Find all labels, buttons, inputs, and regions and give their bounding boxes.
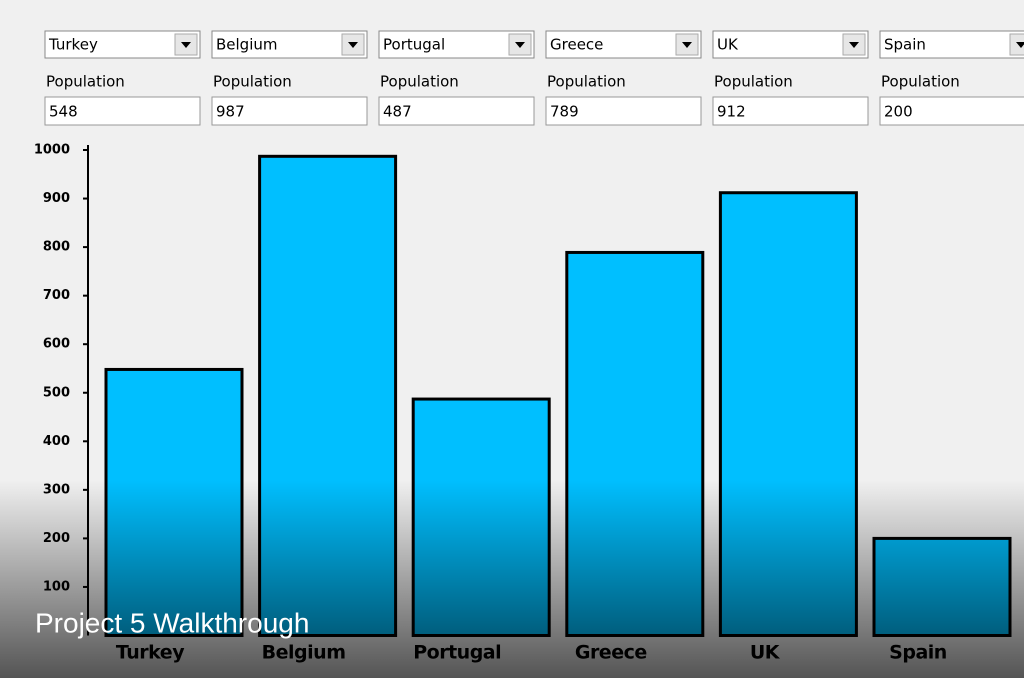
dropdown-text: Portugal	[383, 36, 445, 54]
dropdown-text: Spain	[884, 36, 926, 54]
y-tick-label: 900	[43, 191, 70, 206]
video-caption: Project 5 Walkthrough	[35, 607, 309, 638]
dropdown-button[interactable]	[1009, 33, 1024, 56]
textbox-text: 548	[49, 103, 78, 121]
country-dropdown[interactable]	[545, 30, 702, 59]
textbox-text: 912	[717, 103, 746, 121]
dropdown-arrow	[515, 42, 525, 48]
y-tick-label: 800	[43, 240, 70, 255]
field-label: Population	[547, 73, 626, 91]
textbox-text: 789	[550, 103, 579, 121]
field-label: Population	[714, 73, 793, 91]
dropdown-arrow	[181, 42, 191, 48]
country-dropdown[interactable]	[879, 30, 1024, 59]
textbox-text: 200	[884, 103, 913, 121]
field-label: Population	[380, 73, 459, 91]
country-dropdown[interactable]	[712, 30, 869, 59]
country-dropdown[interactable]	[211, 30, 368, 59]
textbox-text: 487	[383, 103, 412, 121]
dropdown-arrow	[682, 42, 692, 48]
caption-shade	[0, 480, 1024, 678]
dropdown-text: Belgium	[216, 36, 278, 54]
field-label: Population	[213, 73, 292, 91]
population-textbox[interactable]	[545, 96, 702, 126]
dropdown-arrow	[849, 42, 859, 48]
population-textbox[interactable]	[378, 96, 535, 126]
population-textbox[interactable]	[879, 96, 1024, 126]
population-textbox[interactable]	[211, 96, 368, 126]
dropdown-arrow	[348, 42, 358, 48]
y-tick-label: 700	[43, 288, 70, 303]
textbox-text: 987	[216, 103, 245, 121]
dropdown-arrow	[1016, 42, 1024, 48]
y-tick-label: 500	[43, 385, 70, 400]
field-label: Population	[881, 73, 960, 91]
population-textbox[interactable]	[44, 96, 201, 126]
y-tick-label: 1000	[34, 143, 70, 158]
y-tick-label: 600	[43, 337, 70, 352]
y-tick-label: 400	[43, 434, 70, 449]
population-textbox[interactable]	[712, 96, 869, 126]
dropdown-text: Greece	[550, 36, 603, 54]
dropdown-text: Turkey	[48, 36, 98, 54]
dropdown-text: UK	[717, 36, 739, 54]
country-dropdown[interactable]	[378, 30, 535, 59]
field-label: Population	[46, 73, 125, 91]
country-dropdown[interactable]	[44, 30, 201, 59]
